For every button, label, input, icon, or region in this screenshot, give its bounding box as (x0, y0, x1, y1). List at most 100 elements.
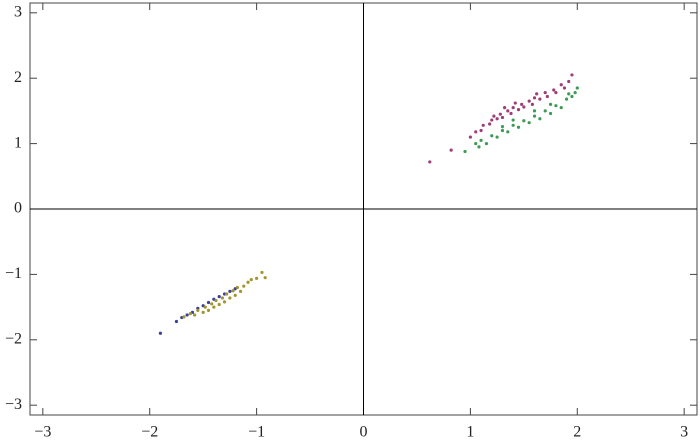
point (196, 308, 200, 312)
point (511, 118, 515, 122)
point (509, 111, 513, 116)
x-tick-label: −2 (141, 424, 158, 441)
point (479, 138, 483, 142)
point (490, 118, 494, 122)
point (522, 119, 526, 123)
point (548, 111, 553, 116)
point (206, 308, 211, 312)
point (562, 86, 567, 90)
y-tick-label: 0 (14, 200, 22, 217)
point (174, 319, 179, 324)
point (428, 160, 432, 164)
point (474, 142, 478, 146)
point (506, 130, 510, 134)
point (474, 130, 478, 134)
point (567, 79, 571, 84)
point (246, 280, 250, 284)
point (228, 289, 232, 293)
point (535, 92, 539, 96)
point (500, 125, 505, 129)
y-tick-label: 2 (14, 69, 22, 86)
point (220, 296, 225, 300)
x-tick-label: −1 (248, 424, 265, 441)
point (554, 104, 558, 108)
point (511, 123, 515, 127)
point (225, 292, 229, 296)
point (545, 94, 549, 99)
point (212, 305, 216, 309)
point (217, 295, 221, 299)
point (564, 97, 569, 101)
point (463, 149, 467, 154)
x-tick-label: −3 (34, 424, 51, 441)
point (520, 102, 524, 106)
point (255, 276, 259, 280)
point (263, 276, 267, 280)
point (188, 312, 192, 316)
point (158, 331, 163, 335)
point (527, 99, 531, 103)
point (249, 278, 253, 282)
point (530, 102, 534, 106)
point (182, 315, 186, 319)
point (532, 114, 537, 118)
y-tick-label: −2 (5, 330, 22, 347)
y-tick-label: −3 (5, 396, 22, 413)
x-tick-label: 0 (360, 424, 368, 441)
point (500, 128, 505, 133)
point (548, 102, 553, 106)
point (575, 86, 579, 90)
point (233, 293, 237, 297)
point (552, 88, 556, 92)
point (543, 90, 547, 95)
y-tick-label: 1 (14, 134, 22, 151)
point (481, 123, 485, 127)
point (217, 302, 221, 307)
point (498, 112, 502, 116)
point (543, 109, 547, 113)
point (488, 122, 492, 126)
point (222, 300, 227, 304)
y-tick-label: −1 (5, 265, 22, 282)
point (506, 109, 510, 113)
point (573, 90, 577, 95)
point (538, 117, 542, 121)
point (532, 109, 537, 113)
point (193, 313, 197, 317)
point (500, 115, 505, 120)
point (495, 117, 499, 121)
point (559, 83, 563, 87)
point (228, 296, 232, 300)
point (214, 298, 218, 303)
point (235, 285, 239, 290)
y-tick-label: 3 (14, 3, 22, 20)
point (495, 135, 499, 139)
point (479, 128, 483, 133)
point (522, 105, 526, 109)
point (567, 92, 571, 96)
x-tick-label: 3 (680, 424, 688, 441)
point (516, 125, 521, 129)
point (231, 289, 235, 293)
point (468, 135, 472, 139)
point (206, 300, 211, 305)
point (201, 310, 205, 314)
point (477, 145, 481, 149)
point (516, 107, 521, 112)
point (185, 313, 189, 317)
point (260, 270, 264, 275)
x-tick-label: 2 (573, 424, 581, 441)
point (554, 90, 558, 95)
x-tick-label: 1 (466, 424, 474, 441)
point (570, 94, 574, 99)
point (490, 134, 494, 138)
point (203, 305, 207, 309)
point (238, 289, 243, 293)
point (484, 142, 489, 146)
point (538, 97, 542, 101)
point (570, 73, 574, 77)
point (492, 114, 496, 118)
point (449, 148, 453, 152)
point (210, 302, 214, 306)
